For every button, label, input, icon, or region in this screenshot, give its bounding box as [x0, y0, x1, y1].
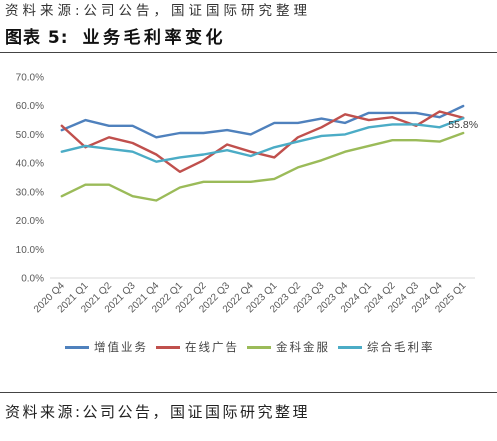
gross-margin-line-chart: 70.0%60.0%50.0%40.0%30.0%20.0%10.0%0.0%2…	[16, 73, 478, 316]
y-tick-label-30: 30.0%	[16, 187, 44, 198]
series-line-4	[60, 117, 465, 163]
series-line-3	[60, 131, 465, 202]
footer-divider	[0, 392, 497, 393]
legend-swatch-online-ads	[156, 345, 180, 349]
figure-label: 图表 5:	[5, 28, 69, 48]
chart-legend: 增值业务 在线广告 金科金服 综合毛利率	[65, 340, 435, 354]
y-tick-label-70: 70.0%	[16, 73, 44, 84]
y-tick-label-20: 20.0%	[16, 216, 44, 227]
legend-label-vas: 增值业务	[94, 340, 148, 354]
y-tick-label-50: 50.0%	[16, 130, 44, 141]
y-tick-label-10: 10.0%	[16, 245, 44, 256]
y-tick-label-0: 0.0%	[21, 274, 44, 285]
source-note-bottom: 资料来源:公司公告，国证国际研究整理	[5, 403, 311, 421]
series-line-1	[60, 104, 465, 139]
legend-swatch-overall	[338, 345, 362, 349]
legend-label-overall: 综合毛利率	[367, 340, 435, 354]
source-note-top: 资料来源:公司公告，国证国际研究整理	[5, 3, 312, 19]
legend-swatch-fintech	[247, 345, 271, 349]
series-line-2	[60, 110, 465, 173]
legend-item-overall: 综合毛利率	[338, 340, 435, 354]
legend-swatch-vas	[65, 345, 89, 349]
legend-label-fintech: 金科金服	[276, 340, 330, 354]
y-tick-label-60: 60.0%	[16, 101, 44, 112]
title-divider	[0, 52, 497, 53]
data-label-1: 55.8%	[448, 119, 478, 131]
legend-item-vas: 增值业务	[65, 340, 148, 354]
figure-heading: 图表 5: 业务毛利率变化	[5, 27, 226, 49]
legend-item-fintech: 金科金服	[247, 340, 330, 354]
legend-item-online-ads: 在线广告	[156, 340, 239, 354]
legend-label-online-ads: 在线广告	[185, 340, 239, 354]
figure-title: 业务毛利率变化	[82, 28, 227, 48]
y-tick-label-40: 40.0%	[16, 159, 44, 170]
